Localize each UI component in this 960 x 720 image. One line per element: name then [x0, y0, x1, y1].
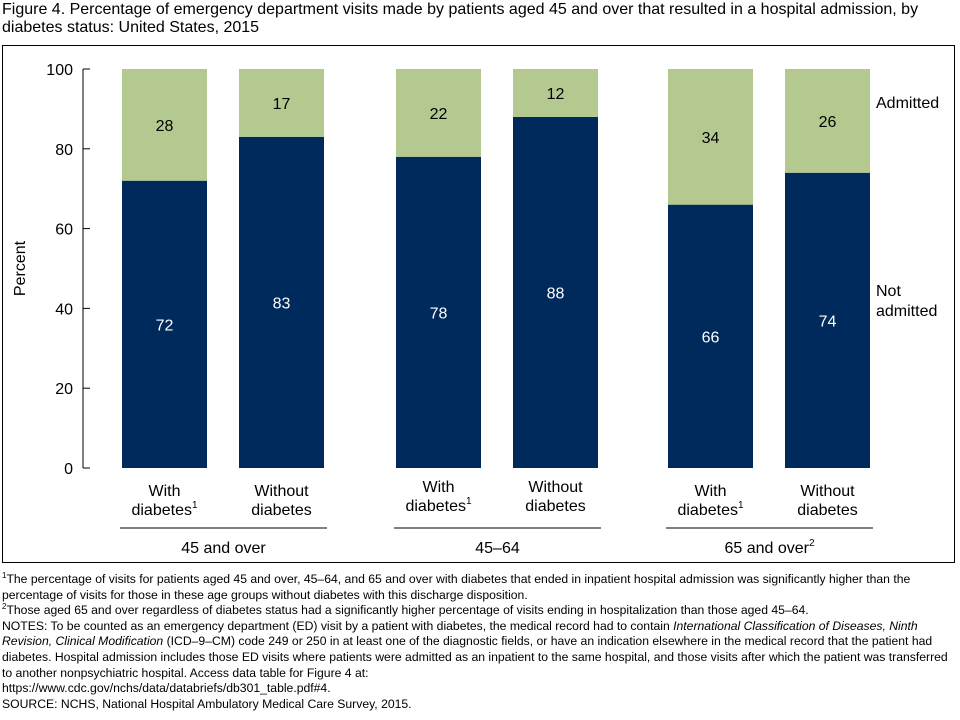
- figure-title: Figure 4. Percentage of emergency depart…: [2, 1, 919, 36]
- y-tick-label: 80: [55, 142, 73, 159]
- bar-not-admitted: [396, 156, 481, 468]
- bar-value-label-admitted: 17: [273, 96, 291, 113]
- data-table-url: https://www.cdc.gov/nchs/data/databriefs…: [2, 681, 331, 696]
- notes-classification-name: International Classification of Diseases…: [2, 618, 918, 649]
- category-label-line1: With: [149, 483, 181, 500]
- bar-value-label-not-admitted: 74: [819, 313, 837, 330]
- category-label-line1: Without: [254, 483, 309, 500]
- category-label-line1: With: [695, 483, 727, 500]
- footnotes: 1The percentage of visits for patients a…: [2, 572, 954, 712]
- category-label-line2: diabetes1: [131, 500, 198, 519]
- bar-admitted: [668, 69, 753, 205]
- bar-value-label-not-admitted: 66: [702, 329, 720, 346]
- category-label-line1: With: [423, 479, 455, 496]
- notes-text-a: NOTES: To be counted as an emergency dep…: [2, 618, 674, 633]
- bar-not-admitted: [239, 136, 324, 468]
- category-label-line2: diabetes: [797, 502, 858, 519]
- bar-not-admitted: [668, 204, 753, 468]
- source: SOURCE: NCHS, National Hospital Ambulato…: [2, 696, 412, 711]
- bar-admitted: [785, 69, 870, 173]
- y-tick-label: 0: [64, 461, 73, 478]
- notes-text-b: (ICD–9–CM) code 249 or 250 in at least o…: [2, 634, 948, 680]
- footnote-2-marker: 2: [2, 602, 7, 612]
- bar-value-label-admitted: 22: [430, 106, 448, 123]
- group-label: 65 and over2: [724, 538, 815, 557]
- legend-label-admitted: Admitted: [876, 95, 939, 112]
- bar-admitted: [122, 69, 207, 181]
- bar-value-label-admitted: 28: [156, 118, 174, 135]
- group-label: 45–64: [475, 540, 520, 557]
- bar-admitted: [513, 69, 598, 117]
- bar-value-label-not-admitted: 72: [156, 317, 174, 334]
- footnote-1-text: The percentage of visits for patients ag…: [2, 572, 911, 602]
- chart-frame: 0 20 40 60 80 100 Percent 72 28 With diabetes1 83 17…: [2, 45, 955, 563]
- category-label-line2: diabetes: [251, 502, 312, 519]
- stacked-bar-chart: 020406080100Percent7228Withdiabetes18317…: [12, 62, 939, 557]
- y-axis-label: Percent: [12, 240, 29, 296]
- y-tick-label: 40: [55, 301, 73, 318]
- category-label-line1: Without: [528, 479, 583, 496]
- category-footnote-marker: 1: [466, 496, 472, 507]
- bar-not-admitted: [785, 172, 870, 468]
- category-label-line1: Without: [800, 483, 855, 500]
- bar-value-label-not-admitted: 88: [547, 285, 565, 302]
- category-footnote-marker: 1: [738, 500, 744, 511]
- bar-not-admitted: [122, 180, 207, 468]
- footnote-2: 2Those aged 65 and over regardless of di…: [2, 603, 954, 619]
- y-tick-label: 60: [55, 222, 73, 239]
- bar-value-label-admitted: 12: [547, 86, 565, 103]
- footnote-2-text: Those aged 65 and over regardless of dia…: [6, 603, 809, 618]
- bar-value-label-admitted: 34: [702, 130, 720, 147]
- category-footnote-marker: 1: [192, 500, 198, 511]
- bar-value-label-not-admitted: 83: [273, 295, 291, 312]
- category-label-line2: diabetes1: [677, 500, 744, 519]
- bar-value-label-admitted: 26: [819, 114, 837, 131]
- group-label: 45 and over: [181, 540, 266, 557]
- legend-label-not-admitted-line2: admitted: [876, 303, 937, 320]
- category-label-line2: diabetes1: [405, 496, 472, 515]
- group-footnote-marker: 2: [809, 538, 815, 549]
- y-tick-label: 20: [55, 381, 73, 398]
- y-tick-label: 100: [46, 62, 73, 79]
- notes: NOTES: To be counted as an emergency dep…: [2, 619, 954, 681]
- bar-not-admitted: [513, 116, 598, 468]
- bar-admitted: [396, 69, 481, 157]
- footnote-1-marker: 1: [2, 571, 7, 580]
- footnote-1: 1The percentage of visits for patients a…: [2, 572, 954, 603]
- bar-admitted: [239, 69, 324, 137]
- category-label-line2: diabetes: [525, 498, 586, 515]
- bar-value-label-not-admitted: 78: [430, 305, 448, 322]
- legend-label-not-admitted-line1: Not: [876, 283, 901, 300]
